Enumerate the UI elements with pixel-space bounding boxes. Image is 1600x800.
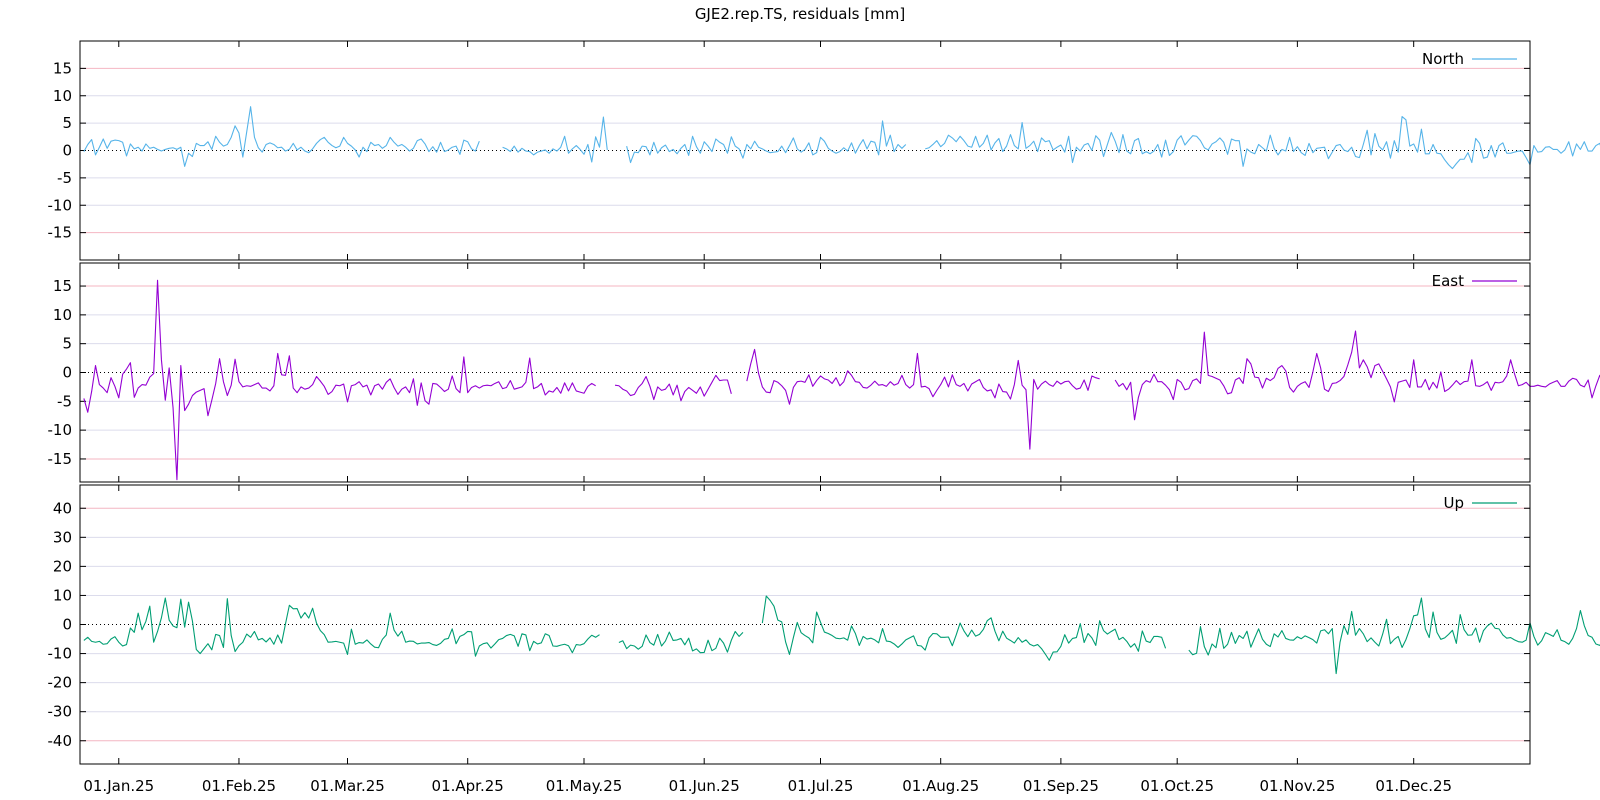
east-series-line (83, 279, 596, 481)
up-ytick-label: -20 (48, 674, 73, 692)
panels: -15 -10 -5 0 5 10 15 North -15 -10 -5 0 5 10 15 East -40… (48, 40, 1600, 765)
east-ytick-label: 5 (62, 335, 72, 353)
north-ytick-label: 15 (53, 59, 72, 77)
up-ytick-label: 0 (62, 616, 72, 634)
up-ytick-label: 10 (53, 586, 72, 604)
north-series-line (502, 116, 608, 163)
up-ytick-label: 40 (53, 499, 72, 517)
east-legend-label: East (1432, 272, 1464, 290)
north-ytick-label: -10 (48, 196, 73, 214)
up-series-line (83, 597, 600, 657)
up-series-line (761, 595, 1167, 661)
north-ytick-label: -15 (48, 224, 73, 242)
panel-north: -15 -10 -5 0 5 10 15 North (48, 40, 1600, 261)
north-series-line (83, 106, 480, 167)
east-frame (79, 262, 1531, 483)
up-ytick-label: 20 (53, 557, 72, 575)
up-ytick-label: -30 (48, 703, 73, 721)
x-tick-label: 01.Jan.25 (83, 777, 154, 795)
x-tick-label: 01.Oct.25 (1140, 777, 1214, 795)
east-ytick-label: 10 (53, 306, 72, 324)
east-ytick-label: -15 (48, 450, 73, 468)
x-tick-label: 01.Nov.25 (1259, 777, 1335, 795)
x-tick-label: 01.Sep.25 (1023, 777, 1099, 795)
x-tick-label: 01.Mar.25 (310, 777, 385, 795)
east-series-line (1114, 330, 1600, 421)
east-ytick-label: 15 (53, 277, 72, 295)
up-frame (79, 484, 1531, 765)
east-series-line (614, 374, 732, 402)
panel-up: -40 -30 -20 -10 0 10 20 30 40 Up (48, 484, 1600, 765)
x-tick-label: 01.Jun.25 (669, 777, 740, 795)
north-series-line (925, 116, 1600, 170)
north-ytick-label: 0 (62, 142, 72, 160)
up-legend-label: Up (1443, 494, 1464, 512)
x-tick-label: 01.Apr.25 (432, 777, 504, 795)
up-series-line (618, 630, 744, 654)
up-series-line (1188, 597, 1600, 675)
x-tick-label: 01.Feb.25 (202, 777, 276, 795)
chart-title: GJE2.rep.TS, residuals [mm] (695, 5, 905, 23)
panel-east: -15 -10 -5 0 5 10 15 East (48, 262, 1600, 483)
east-series-line (746, 348, 1100, 450)
north-series-line (626, 120, 907, 164)
north-ytick-label: -5 (57, 169, 72, 187)
up-ytick-label: -40 (48, 732, 73, 750)
x-tick-label: 01.May.25 (546, 777, 623, 795)
east-ytick-label: -5 (57, 392, 72, 410)
north-ytick-label: 5 (62, 114, 72, 132)
north-frame (79, 40, 1531, 261)
up-ytick-label: 30 (53, 528, 72, 546)
east-ytick-label: -10 (48, 421, 73, 439)
x-axis-tick-labels: 01.Jan.25 01.Feb.25 01.Mar.25 01.Apr.25 01.M… (83, 777, 1452, 795)
x-tick-label: 01.Jul.25 (788, 777, 854, 795)
x-tick-label: 01.Aug.25 (902, 777, 979, 795)
up-ytick-label: -10 (48, 645, 73, 663)
north-legend-label: North (1422, 50, 1464, 68)
north-ytick-label: 10 (53, 87, 72, 105)
east-ytick-label: 0 (62, 364, 72, 382)
x-tick-label: 01.Dec.25 (1375, 777, 1452, 795)
